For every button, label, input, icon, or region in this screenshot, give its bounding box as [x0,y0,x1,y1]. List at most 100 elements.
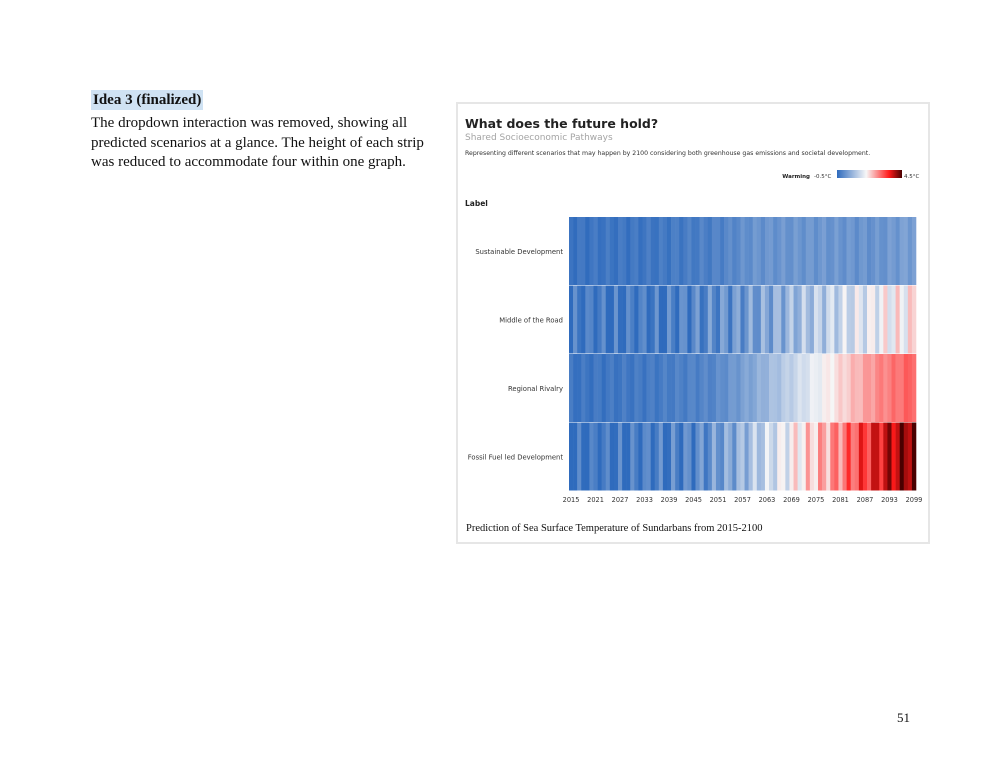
stripe-4-2076 [818,422,823,491]
stripe-4-2047 [699,422,705,491]
stripe-3-2067 [781,354,786,422]
stripe-3-2025 [609,354,615,422]
stripe-4-2045 [691,422,696,491]
stripe-4-2055 [732,422,737,491]
stripe-1-2062 [760,217,766,285]
page-number: 51 [897,710,910,725]
stripe-4-2093 [887,422,892,491]
stripe-1-2068 [785,217,790,285]
stripe-4-2079 [830,422,835,491]
stripe-4-2067 [781,422,786,491]
stripe-2-2031 [634,285,639,354]
stripe-4-2092 [883,422,888,491]
stripe-1-2052 [720,217,725,285]
x-tick-label-2027: 2027 [612,496,629,504]
stripe-2-2059 [748,285,753,354]
stripe-3-2063 [764,354,770,422]
stripe-3-2096 [899,354,905,422]
x-tick-label-2057: 2057 [734,496,751,504]
stripe-3-2044 [687,354,692,422]
stripe-1-2053 [724,217,729,285]
stripe-2-2093 [887,285,892,354]
stripe-3-2070 [793,354,798,422]
stripe-2-2097 [903,285,909,354]
stripe-3-2046 [695,354,700,422]
stripe-1-2024 [605,217,611,285]
x-axis-ticks: 2015 2021 2027 2033 2039 2045 2051 2057 2063 2069… [563,496,923,504]
stripe-2-2033 [642,285,647,354]
figure-panel: What does the future hold? Shared Socioe… [456,102,930,544]
x-tick-label-2033: 2033 [636,496,653,504]
stripe-3-2043 [683,354,688,422]
stripe-3-2048 [703,354,709,422]
stripe-2-2069 [789,285,794,354]
stripe-2-2041 [675,285,680,354]
stripe-1-2069 [789,217,794,285]
warming-stripes-chart: Warming -0.5°C 4.5°C Label Sustainable D… [465,170,923,504]
stripe-4-2086 [858,422,864,491]
stripe-3-2042 [679,354,684,422]
stripe-3-2052 [720,354,725,422]
stripe-3-2060 [752,354,758,422]
stripe-4-2017 [577,422,582,491]
stripe-1-2067 [781,217,786,285]
stripe-4-2022 [597,422,602,491]
stripe-3-2066 [777,354,782,422]
stripe-4-2089 [871,422,876,491]
stripe-2-2034 [646,285,651,354]
stripe-4-2061 [756,422,762,491]
stripe-2-2086 [858,285,864,354]
x-tick-label-2051: 2051 [710,496,727,504]
legend-color-ramp [837,170,902,178]
stripe-2-2080 [834,285,839,354]
stripe-3-2082 [842,354,847,422]
stripe-3-2038 [662,354,668,422]
stripe-2-2099 [911,285,917,354]
stripe-3-2095 [895,354,900,422]
stripe-3-2055 [732,354,737,422]
stripe-2-2046 [695,285,700,354]
stripe-1-2089 [871,217,876,285]
stripe-1-2028 [622,217,627,285]
stripe-2-2079 [830,285,835,354]
stripe-1-2057 [740,217,745,285]
stripe-4-2053 [724,422,729,491]
stripe-1-2072 [801,217,807,285]
stripe-1-2058 [744,217,749,285]
chart-description: Representing different scenarios that ma… [465,150,871,157]
stripe-1-2037 [658,217,664,285]
stripe-1-2039 [666,217,672,285]
stripe-1-2098 [907,217,913,285]
stripe-3-2036 [654,354,660,422]
stripe-4-2039 [666,422,672,491]
stripe-3-2028 [622,354,627,422]
stripe-2-2028 [622,285,627,354]
x-tick-label-2045: 2045 [685,496,702,504]
stripe-2-2052 [720,285,725,354]
stripe-3-2069 [789,354,794,422]
stripe-3-2079 [830,354,835,422]
stripe-2-2064 [769,285,774,354]
stripe-2-2051 [715,285,721,354]
stripe-2-2092 [883,285,888,354]
stripe-2-2095 [895,285,900,354]
stripe-1-2031 [634,217,639,285]
stripe-3-2084 [850,354,856,422]
section-body: The dropdown interaction was removed, sh… [91,115,424,170]
chart-legend: Warming -0.5°C 4.5°C [782,170,919,180]
stripe-4-2023 [601,422,607,491]
stripe-2-2058 [744,285,749,354]
x-tick-label-2039: 2039 [661,496,678,504]
stripe-4-2046 [695,422,700,491]
stripe-2-2055 [732,285,737,354]
stripe-2-2043 [683,285,688,354]
stripe-1-2032 [638,217,643,285]
stripe-1-2019 [585,217,590,285]
stripe-2-2074 [809,285,815,354]
stripe-3-2054 [728,354,733,422]
stripe-4-2068 [785,422,790,491]
stripe-3-2090 [875,354,880,422]
y-axis-title: Label [465,199,488,208]
x-tick-label-2099: 2099 [906,496,923,504]
stripe-1-2030 [630,217,635,285]
